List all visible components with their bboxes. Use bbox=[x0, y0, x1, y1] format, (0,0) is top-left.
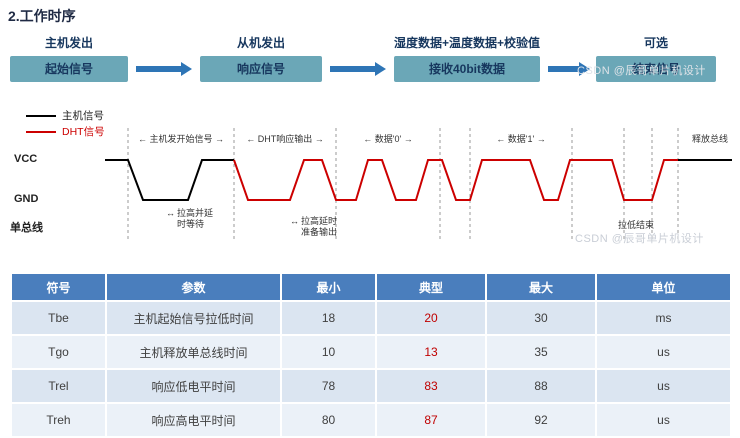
flow-step-label: 可选 bbox=[643, 36, 668, 50]
table-cell-typical: 83 bbox=[375, 368, 487, 404]
table-header-row: 符号 参数 最小 典型 最大 单位 bbox=[10, 272, 732, 302]
annotation-pull-low-end: 拉低结束 bbox=[618, 220, 655, 230]
dht-line-swatch bbox=[26, 130, 56, 133]
table-cell: 92 bbox=[485, 402, 597, 438]
table-row: Trel 响应低电平时间 78 83 88 us bbox=[10, 368, 732, 404]
flow-box-start: 起始信号 bbox=[10, 56, 128, 82]
arrow-right-icon bbox=[136, 62, 192, 76]
legend-dht: DHT信号 bbox=[26, 124, 105, 139]
table-row: Treh 响应高电平时间 80 87 92 us bbox=[10, 402, 732, 438]
legend-master: 主机信号 bbox=[26, 108, 104, 123]
master-signal-line bbox=[105, 159, 234, 201]
table-cell: 18 bbox=[280, 300, 377, 336]
table-cell: 响应高电平时间 bbox=[105, 402, 282, 438]
column-header: 最大 bbox=[485, 272, 597, 302]
flow-step-label: 湿度数据+温度数据+校验值 bbox=[393, 36, 541, 50]
column-header: 参数 bbox=[105, 272, 282, 302]
table-cell: 30 bbox=[485, 300, 597, 336]
annotation-data0: 数据'0' bbox=[336, 132, 440, 145]
flow-box-end: 结束信号 bbox=[596, 56, 716, 82]
annotation-pull-high-wait: ↔ 拉高并延时等待 bbox=[166, 208, 214, 230]
timing-diagram: 主机信号 DHT信号 VCC GND 单总线 主机发开始信号 DHT响应输出 数… bbox=[0, 92, 740, 268]
annotation-release-bus: 释放总线 bbox=[691, 134, 728, 144]
watermark: CSDN @辰哥单片机设计 bbox=[577, 65, 706, 77]
flow-step-label: 主机发出 bbox=[44, 36, 93, 50]
legend-dht-label: DHT信号 bbox=[62, 126, 105, 138]
table-cell: us bbox=[595, 402, 732, 438]
table-cell: 主机释放单总线时间 bbox=[105, 334, 282, 370]
flow-step-label: 从机发出 bbox=[236, 36, 285, 50]
bus-label: 单总线 bbox=[10, 222, 43, 234]
column-header: 典型 bbox=[375, 272, 487, 302]
table-cell: ms bbox=[595, 300, 732, 336]
dht-signal-line bbox=[233, 159, 678, 201]
double-arrow-icon: ↔ bbox=[290, 216, 299, 226]
annotation-pull-high-prepare: ↔ 拉高延时准备输出 bbox=[290, 216, 338, 238]
table-cell: 35 bbox=[485, 334, 597, 370]
table-row: Tbe 主机起始信号拉低时间 18 20 30 ms bbox=[10, 300, 732, 336]
table-cell-typical: 13 bbox=[375, 334, 487, 370]
page-title: 2.工作时序 bbox=[8, 8, 76, 24]
timing-waveform bbox=[105, 128, 732, 242]
table-cell: Tbe bbox=[10, 300, 107, 336]
flow-box-response: 响应信号 bbox=[200, 56, 322, 82]
table-cell: 10 bbox=[280, 334, 377, 370]
table-cell: 响应低电平时间 bbox=[105, 368, 282, 404]
watermark: CSDN @辰哥单片机设计 bbox=[575, 233, 704, 245]
timing-parameters-table: 符号 参数 最小 典型 最大 单位 Tbe 主机起始信号拉低时间 18 20 3… bbox=[10, 272, 732, 438]
annotation-start-signal: 主机发开始信号 bbox=[128, 132, 234, 145]
table-cell: Tgo bbox=[10, 334, 107, 370]
column-header: 最小 bbox=[280, 272, 377, 302]
double-arrow-icon: ↔ bbox=[166, 208, 175, 218]
arrow-right-icon bbox=[548, 62, 590, 76]
vcc-label: VCC bbox=[14, 153, 38, 165]
table-cell: us bbox=[595, 368, 732, 404]
table-cell-typical: 20 bbox=[375, 300, 487, 336]
table-cell: Trel bbox=[10, 368, 107, 404]
table-cell-typical: 87 bbox=[375, 402, 487, 438]
separator-lines bbox=[127, 128, 679, 242]
annotation-data1: 数据'1' bbox=[470, 132, 572, 145]
legend-master-label: 主机信号 bbox=[62, 110, 104, 122]
table-cell: Treh bbox=[10, 402, 107, 438]
master-line-swatch bbox=[26, 114, 56, 117]
table-cell: 78 bbox=[280, 368, 377, 404]
annotation-dht-response: DHT响应输出 bbox=[234, 132, 336, 145]
gnd-label: GND bbox=[14, 193, 39, 205]
column-header: 符号 bbox=[10, 272, 107, 302]
table-cell: 主机起始信号拉低时间 bbox=[105, 300, 282, 336]
table-row: Tgo 主机释放单总线时间 10 13 35 us bbox=[10, 334, 732, 370]
table-cell: us bbox=[595, 334, 732, 370]
flow-box-receive: 接收40bit数据 bbox=[394, 56, 540, 82]
arrow-right-icon bbox=[330, 62, 386, 76]
column-header: 单位 bbox=[595, 272, 732, 302]
table-cell: 80 bbox=[280, 402, 377, 438]
table-cell: 88 bbox=[485, 368, 597, 404]
